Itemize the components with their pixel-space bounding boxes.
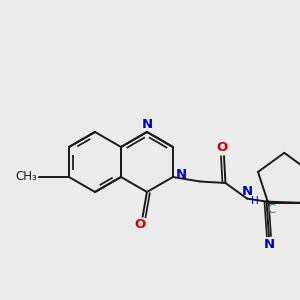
- Text: C: C: [268, 203, 276, 216]
- Text: O: O: [217, 141, 228, 154]
- Text: N: N: [263, 238, 274, 250]
- Text: H: H: [250, 196, 258, 206]
- Text: CH₃: CH₃: [16, 170, 38, 184]
- Text: N: N: [175, 168, 187, 181]
- Text: N: N: [242, 185, 253, 198]
- Text: O: O: [134, 218, 146, 230]
- Text: N: N: [141, 118, 152, 130]
